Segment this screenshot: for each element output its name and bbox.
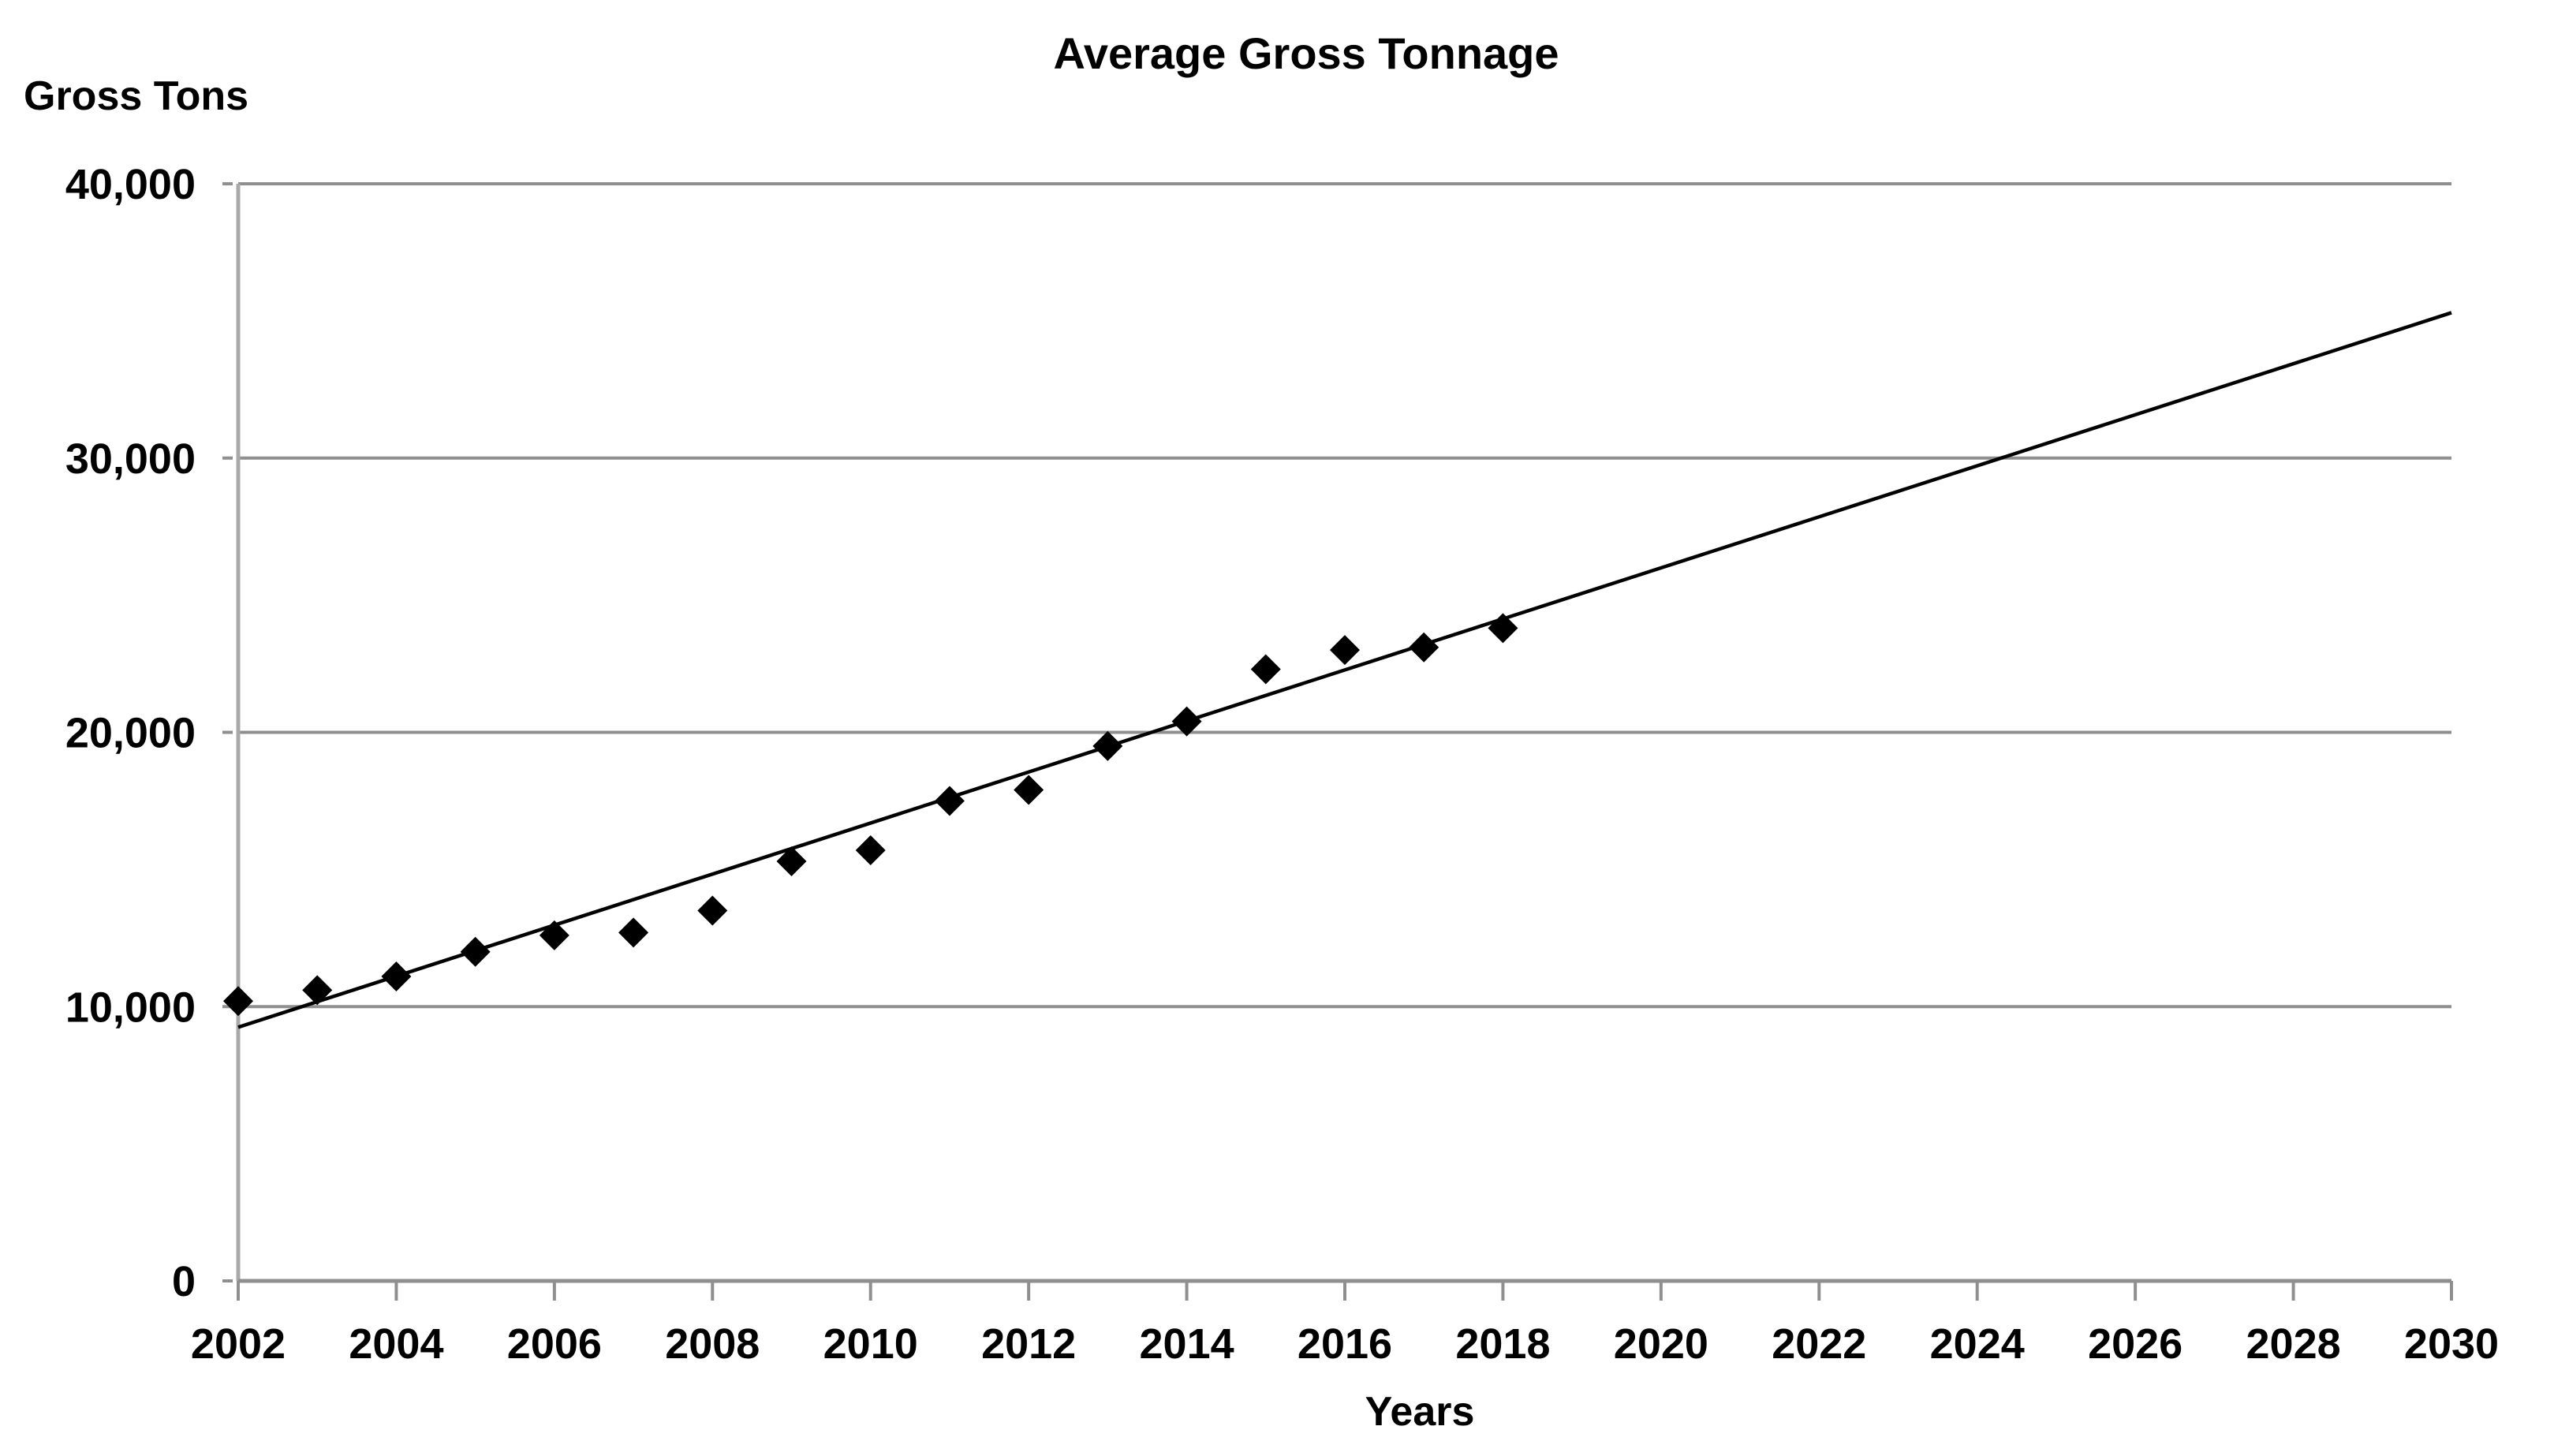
data-point-2012 [1014,775,1044,805]
data-point-2008 [697,895,728,926]
gridlines [238,182,2451,1009]
data-point-2010 [855,835,886,866]
x-tick-label-2006: 2006 [507,1320,602,1368]
data-point-2015 [1250,654,1281,685]
x-axis-title: Years [1365,1389,1475,1435]
y-tick-label-40000: 40,000 [65,161,196,208]
y-tick-label-0: 0 [172,1258,196,1305]
data-point-2011 [934,786,965,816]
y-tick-label-10000: 10,000 [65,984,196,1031]
x-tick-label-2004: 2004 [349,1320,443,1368]
y-axis-title: Gross Tons [24,73,249,119]
data-point-2002 [223,986,253,1017]
x-tick-label-2024: 2024 [1930,1320,2025,1368]
data-point-2018 [1488,613,1518,644]
data-point-2003 [302,975,333,1006]
data-point-2007 [618,917,649,948]
data-point-2005 [460,936,491,967]
x-tick-label-2010: 2010 [823,1320,918,1368]
x-axis-tick-labels: 2002 2004 2006 2008 2010 2012 2014 2016 2018 2020… [191,1320,2499,1368]
x-tick-label-2014: 2014 [1140,1320,1234,1368]
data-point-2004 [381,961,412,991]
data-point-2006 [539,920,569,950]
y-tick-label-20000: 20,000 [65,710,196,757]
y-tick-label-30000: 30,000 [65,435,196,483]
x-tick-label-2008: 2008 [665,1320,760,1368]
data-point-2017 [1409,632,1439,663]
x-tick-label-2012: 2012 [981,1320,1076,1368]
x-tick-label-2026: 2026 [2088,1320,2182,1368]
x-tick-label-2020: 2020 [1614,1320,1708,1368]
x-tick-label-2002: 2002 [191,1320,286,1368]
data-point-2016 [1330,635,1360,666]
data-point-2014 [1171,706,1202,737]
x-tick-label-2030: 2030 [2404,1320,2499,1368]
data-point-2013 [1092,730,1123,761]
scatter-points [223,613,1518,1017]
chart-title: Average Gross Tonnage [1053,28,1559,78]
trendline [237,311,2452,1029]
data-point-2009 [776,846,807,876]
x-tick-label-2018: 2018 [1455,1320,1550,1368]
x-tick-label-2028: 2028 [2246,1320,2341,1368]
y-axis-tick-labels: 40,000 30,000 20,000 10,000 0 [65,161,196,1305]
axis-ticks [222,182,2453,1301]
x-tick-label-2016: 2016 [1298,1320,1392,1368]
x-tick-label-2022: 2022 [1772,1320,1866,1368]
trendline-group [237,311,2452,1029]
